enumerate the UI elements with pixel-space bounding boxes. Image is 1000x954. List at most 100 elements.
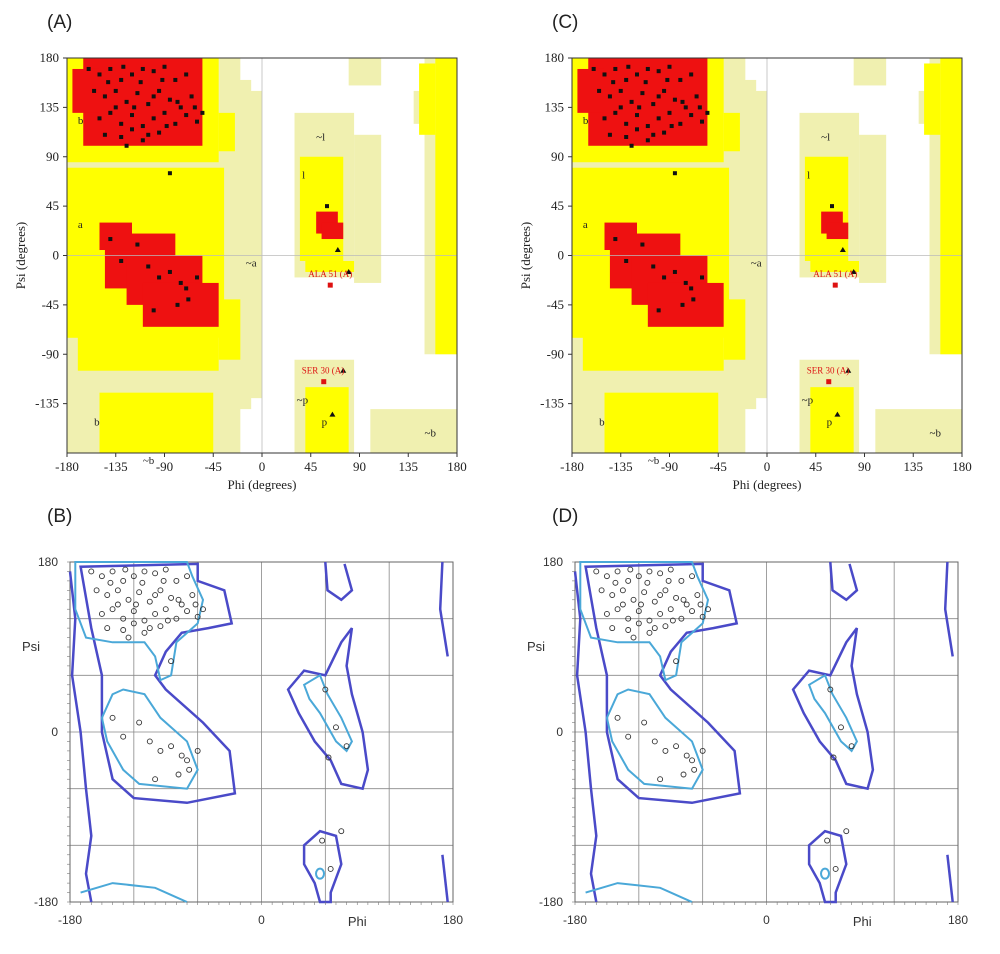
data-point [130, 127, 134, 132]
data-point [673, 594, 680, 601]
y-tick-label: 180 [38, 555, 58, 569]
data-point [125, 596, 132, 603]
data-point [667, 64, 672, 69]
favoured-region [142, 282, 219, 327]
data-point [651, 625, 658, 632]
data-point [98, 610, 105, 617]
contour-plot-b: -180 0 180 180 0 -180 Phi Psi [22, 555, 463, 929]
data-point [613, 237, 618, 242]
x-tick-label: 135 [399, 459, 419, 474]
generous-region [853, 58, 887, 86]
generous-region [875, 409, 962, 453]
data-point [162, 606, 169, 613]
data-point [119, 77, 124, 82]
data-point [843, 828, 850, 835]
data-point [625, 733, 632, 740]
x-tick-label: -135 [104, 459, 128, 474]
panel-label-d: (D) [552, 506, 579, 527]
data-point [141, 629, 148, 636]
generous-region [348, 58, 382, 86]
data-point [832, 865, 839, 872]
data-point [680, 302, 685, 307]
data-point [160, 77, 165, 82]
data-point [656, 94, 661, 99]
region-label: ~l [821, 131, 830, 143]
data-point [189, 94, 194, 99]
data-point [173, 77, 178, 82]
region-label: l [302, 170, 305, 182]
data-point [175, 302, 180, 307]
data-point [651, 738, 658, 745]
data-point [151, 116, 156, 121]
data-point [613, 66, 618, 71]
favoured-region [83, 58, 203, 146]
outer-contour [79, 562, 237, 805]
allowed-region [810, 387, 854, 453]
data-point [130, 620, 137, 627]
data-point-triangle [834, 411, 841, 417]
x-axis-label: Phi [853, 914, 872, 929]
inner-contour [302, 673, 354, 753]
data-point [162, 566, 169, 573]
data-point [175, 771, 182, 778]
data-point [338, 828, 345, 835]
outlier-label: SER 30 (A) [302, 366, 345, 376]
data-point [638, 601, 644, 608]
data-point [178, 280, 183, 285]
data-point [322, 686, 329, 693]
data-point [141, 617, 148, 624]
y-tick-label: -180 [34, 895, 58, 909]
x-axis-label: Phi (degrees) [228, 477, 297, 492]
data-point [120, 627, 127, 633]
data-point [130, 608, 137, 615]
data-point [624, 135, 629, 139]
data-point [614, 568, 621, 575]
outer-contour [286, 627, 370, 791]
contour-plot-d: -180 0 180 180 0 -180 Phi Psi [527, 555, 968, 929]
panel-label-b: (B) [47, 506, 73, 527]
data-point [167, 97, 172, 102]
data-point [689, 286, 694, 291]
y-tick-label: 180 [545, 50, 565, 65]
inner-contour [585, 882, 693, 903]
data-point [626, 64, 631, 69]
outer-contour [441, 854, 449, 903]
data-point [694, 592, 701, 599]
data-point [92, 88, 97, 93]
y-tick-label: 45 [46, 198, 59, 213]
data-point [152, 610, 159, 617]
data-point [146, 738, 153, 745]
data-point [635, 608, 642, 615]
data-point [848, 743, 855, 750]
data-point-triangle [850, 268, 857, 274]
data-point [121, 64, 126, 69]
data-point [113, 88, 118, 93]
data-point [130, 573, 137, 580]
outlier-point [824, 837, 831, 844]
generous-region [354, 134, 382, 283]
data-point [635, 113, 639, 118]
x-tick-label: 135 [904, 459, 924, 474]
x-tick-label: 45 [809, 459, 822, 474]
data-point [665, 577, 672, 584]
y-tick-label: 0 [53, 248, 60, 263]
data-point [830, 204, 834, 209]
data-point [645, 124, 650, 129]
data-point [624, 77, 629, 82]
data-point [609, 592, 616, 599]
data-point [192, 601, 199, 608]
data-point [146, 264, 151, 269]
data-point [173, 577, 180, 584]
data-point [195, 119, 199, 124]
data-point [619, 601, 626, 608]
outer-contour [946, 854, 954, 903]
data-point [157, 88, 162, 93]
inner-contour [315, 867, 326, 880]
x-tick-label: 45 [304, 459, 317, 474]
data-point [680, 771, 687, 778]
data-point [672, 171, 677, 176]
data-point [151, 94, 156, 99]
data-point [164, 617, 171, 624]
y-tick-label: 135 [545, 99, 565, 114]
data-point [136, 719, 143, 726]
